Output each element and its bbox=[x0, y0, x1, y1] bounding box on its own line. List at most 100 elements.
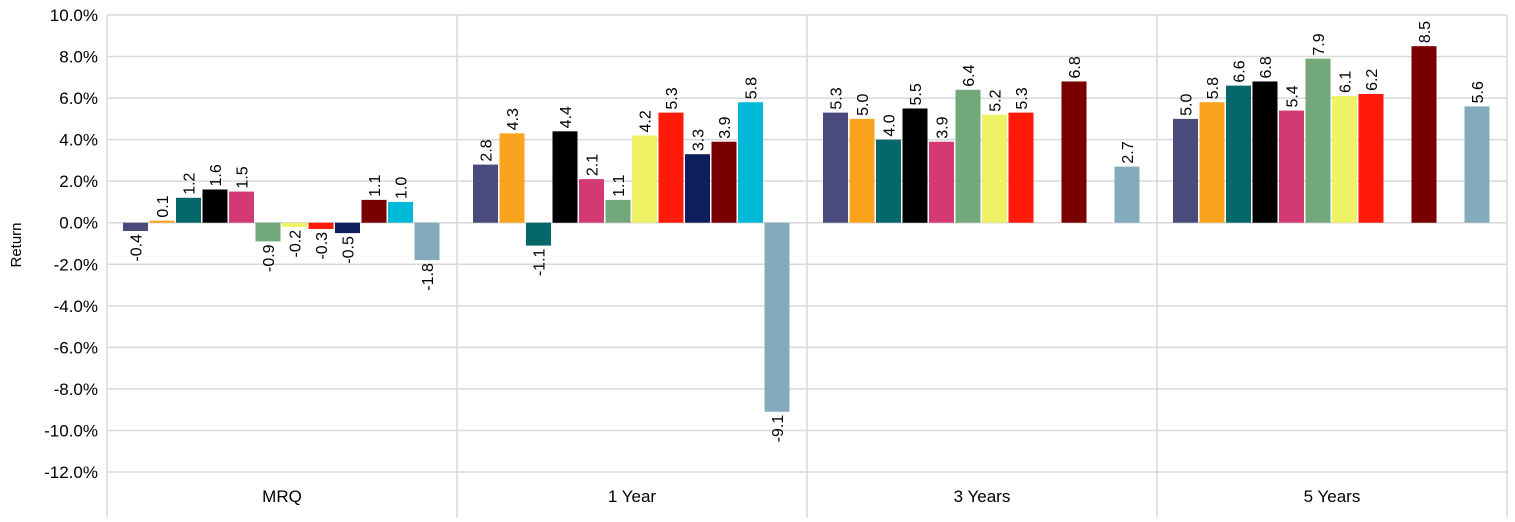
data-label: 3.9 bbox=[717, 116, 734, 138]
data-label: 5.3 bbox=[829, 87, 846, 109]
y-axis-ticks: -12.0% -10.0% -8.0% -6.0% -4.0% -2.0% 0.0% 2.0%… bbox=[44, 6, 98, 482]
bar bbox=[473, 164, 498, 223]
x-category-label: 3 Years bbox=[954, 487, 1011, 506]
bar bbox=[1114, 166, 1140, 223]
data-label: 6.8 bbox=[1067, 56, 1084, 78]
bar bbox=[149, 220, 175, 223]
bar bbox=[632, 135, 657, 223]
bar bbox=[605, 199, 631, 223]
data-label: -0.9 bbox=[261, 244, 278, 272]
data-label: 4.4 bbox=[558, 106, 575, 128]
bar bbox=[335, 222, 360, 234]
data-label: 2.7 bbox=[1120, 141, 1137, 163]
y-tick-label: -8.0% bbox=[54, 380, 98, 399]
data-label: 8.5 bbox=[1417, 21, 1434, 43]
bar bbox=[1061, 81, 1087, 223]
data-label: 5.8 bbox=[1205, 77, 1222, 99]
data-label: 4.3 bbox=[505, 108, 522, 130]
bar bbox=[711, 141, 737, 223]
bar bbox=[685, 154, 710, 223]
data-label: 5.4 bbox=[1285, 85, 1302, 107]
bar bbox=[282, 222, 307, 227]
data-label: 0.1 bbox=[155, 195, 172, 217]
bar bbox=[1305, 58, 1331, 223]
data-label: 6.2 bbox=[1364, 69, 1381, 91]
data-label: 6.4 bbox=[961, 64, 978, 86]
bar bbox=[738, 102, 763, 223]
data-label: 6.1 bbox=[1338, 71, 1355, 93]
data-label: 5.5 bbox=[908, 83, 925, 105]
x-category-label: 5 Years bbox=[1304, 487, 1361, 506]
bar bbox=[1008, 112, 1034, 223]
y-tick-label: 10.0% bbox=[50, 6, 98, 25]
bar bbox=[823, 112, 848, 223]
bar bbox=[388, 201, 413, 223]
bar bbox=[1279, 110, 1304, 223]
data-label: 1.2 bbox=[182, 172, 199, 194]
x-category-label: 1 Year bbox=[608, 487, 657, 506]
bar bbox=[1252, 81, 1278, 223]
bar bbox=[849, 118, 875, 223]
bar bbox=[552, 131, 578, 223]
bar bbox=[308, 222, 334, 229]
y-tick-label: -10.0% bbox=[44, 421, 98, 440]
bar bbox=[1199, 102, 1225, 223]
y-tick-label: 0.0% bbox=[59, 214, 98, 233]
bar bbox=[202, 189, 228, 223]
bar bbox=[658, 112, 684, 223]
data-label: 1.0 bbox=[394, 177, 411, 199]
bar bbox=[255, 222, 281, 242]
bar bbox=[229, 191, 254, 223]
data-label: 1.1 bbox=[611, 175, 628, 197]
data-label: -0.5 bbox=[341, 236, 358, 264]
x-axis-categories: MRQ 1 Year 3 Years 5 Years bbox=[262, 487, 1360, 506]
y-tick-label: 8.0% bbox=[59, 48, 98, 67]
data-label: -9.1 bbox=[770, 415, 787, 443]
bar bbox=[1358, 93, 1384, 223]
data-label: 6.6 bbox=[1232, 60, 1249, 82]
data-label: 3.9 bbox=[935, 116, 952, 138]
data-label: 6.8 bbox=[1258, 56, 1275, 78]
y-tick-label: -12.0% bbox=[44, 463, 98, 482]
x-category-label: MRQ bbox=[262, 487, 302, 506]
data-label: 5.6 bbox=[1470, 81, 1487, 103]
bar bbox=[1411, 46, 1437, 223]
bar bbox=[579, 179, 604, 223]
bar bbox=[499, 133, 525, 223]
y-tick-label: -2.0% bbox=[54, 255, 98, 274]
y-tick-label: -6.0% bbox=[54, 338, 98, 357]
data-label: -0.3 bbox=[314, 232, 331, 260]
data-label: 7.9 bbox=[1311, 33, 1328, 55]
data-label: 5.3 bbox=[1014, 87, 1031, 109]
data-label: 5.0 bbox=[855, 94, 872, 116]
data-label: 1.6 bbox=[208, 164, 225, 186]
y-tick-label: 6.0% bbox=[59, 89, 98, 108]
bar bbox=[929, 141, 954, 223]
bar bbox=[876, 139, 901, 223]
data-label: -1.1 bbox=[532, 248, 549, 276]
data-label: 2.8 bbox=[479, 139, 496, 161]
y-axis-title: Return bbox=[8, 222, 25, 267]
gridlines bbox=[106, 14, 1508, 518]
data-label: -1.8 bbox=[420, 263, 437, 291]
data-label: 5.3 bbox=[664, 87, 681, 109]
bar bbox=[764, 222, 790, 412]
data-label: 4.0 bbox=[882, 114, 899, 136]
data-label: 1.1 bbox=[367, 175, 384, 197]
data-label: 2.1 bbox=[585, 154, 602, 176]
bars bbox=[123, 46, 1490, 412]
data-label: 5.2 bbox=[988, 89, 1005, 111]
bar bbox=[1464, 106, 1490, 223]
data-label: 3.3 bbox=[691, 129, 708, 151]
y-tick-label: 2.0% bbox=[59, 172, 98, 191]
data-label: 5.8 bbox=[744, 77, 761, 99]
data-label: 4.2 bbox=[638, 110, 655, 132]
bar bbox=[123, 222, 148, 232]
bar bbox=[982, 114, 1007, 223]
bar bbox=[1226, 85, 1251, 223]
data-label: -0.4 bbox=[129, 234, 146, 262]
data-label: -0.2 bbox=[288, 230, 305, 258]
data-label: 5.0 bbox=[1179, 94, 1196, 116]
y-tick-label: -4.0% bbox=[54, 297, 98, 316]
